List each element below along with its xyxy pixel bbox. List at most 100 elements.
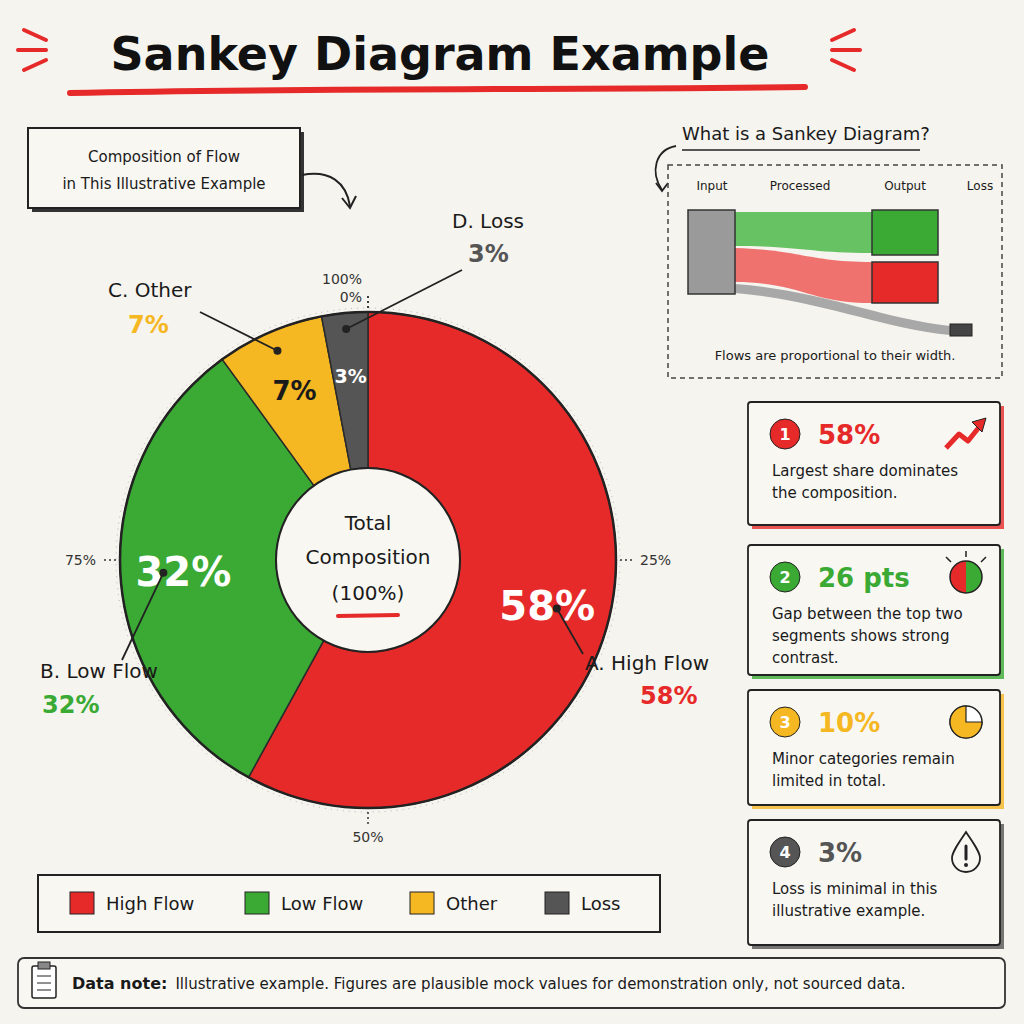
dash xyxy=(18,48,46,52)
donut: 0%25%50%75%100%58%32%7%3%TotalCompositio… xyxy=(65,271,671,845)
data-labels: 58% 32% 7% 3% xyxy=(135,365,595,630)
card-box xyxy=(748,820,1000,945)
icon-outline xyxy=(950,561,982,593)
leader xyxy=(122,573,163,660)
tick xyxy=(620,559,634,561)
tick-label: 50% xyxy=(352,829,383,845)
icon-arrowhead xyxy=(972,418,986,432)
inset-caption: Flows are proportional to their width. xyxy=(715,348,956,363)
icon-bang xyxy=(965,846,968,859)
axis-domain xyxy=(116,308,620,812)
slice-name: A. High Flow xyxy=(585,651,709,675)
inset-column: Input xyxy=(696,179,727,193)
leader-dot xyxy=(159,569,167,577)
card-badge xyxy=(770,837,800,867)
node-input xyxy=(688,210,735,294)
callout-box xyxy=(28,128,300,208)
icon-half-left xyxy=(950,561,966,593)
node-loss xyxy=(950,324,972,336)
data-label: 32% xyxy=(135,549,231,595)
slice xyxy=(249,312,616,808)
card-text: segments shows strong xyxy=(772,627,949,645)
card-icon xyxy=(950,706,982,738)
card-text: contrast. xyxy=(772,649,839,667)
card-badge xyxy=(770,419,800,449)
title: Sankey Diagram Example xyxy=(110,27,769,81)
clipboard-lines xyxy=(37,976,51,990)
dash xyxy=(24,60,46,70)
legend-swatch xyxy=(545,892,569,914)
outer-ring xyxy=(120,312,616,808)
dash xyxy=(832,48,860,52)
card-badge xyxy=(770,562,800,592)
icon-half-right xyxy=(966,561,982,593)
card-box xyxy=(748,402,1000,525)
card-value: 26 pts xyxy=(818,563,910,593)
legend-label: Loss xyxy=(581,893,620,914)
tick xyxy=(367,294,369,308)
legend-swatch xyxy=(410,892,434,914)
title-dashes xyxy=(18,30,860,70)
leader xyxy=(346,270,462,329)
data-label: 7% xyxy=(272,376,316,406)
slice-name: D. Loss xyxy=(452,209,524,233)
card-text: Loss is minimal in this xyxy=(772,880,938,898)
center-text: Total xyxy=(344,511,392,535)
slice-name: C. Other xyxy=(108,278,192,302)
card-value: 58% xyxy=(818,420,880,450)
center-text: Composition xyxy=(306,545,431,569)
title-underline xyxy=(70,87,805,93)
inset-arrowhead xyxy=(656,183,668,191)
inset-frame xyxy=(668,165,1002,378)
node-output-red xyxy=(872,262,938,303)
card-value: 3% xyxy=(818,838,862,868)
icon-bang-dot xyxy=(964,863,968,867)
center-label: Total Composition (100%) xyxy=(306,511,431,616)
card-value: 10% xyxy=(818,708,880,738)
card-box xyxy=(748,690,1000,805)
card: 310%Minor categories remainlimited in to… xyxy=(748,690,1004,809)
slice xyxy=(322,312,368,470)
dash xyxy=(24,30,46,40)
callout-text: in This Illustrative Example xyxy=(62,175,265,193)
leader xyxy=(557,608,583,654)
inset-column: Loss xyxy=(967,179,993,193)
card-number: 1 xyxy=(779,425,790,444)
tick xyxy=(367,294,369,308)
callout-arrow xyxy=(302,174,350,206)
page: Sankey Diagram Example Composition of Flo… xyxy=(0,0,1024,1024)
card-text: Gap between the top two xyxy=(772,605,963,623)
card-icon xyxy=(946,418,986,448)
slice-value: 7% xyxy=(128,311,169,339)
note-box xyxy=(18,958,1005,1008)
icon-drop xyxy=(952,832,980,872)
card-box xyxy=(748,545,1000,675)
icon-wedge xyxy=(950,706,982,738)
center-text: (100%) xyxy=(332,581,405,605)
legend-swatch xyxy=(245,892,269,914)
note-body: Illustrative example. Figures are plausi… xyxy=(175,975,905,993)
node-output-green xyxy=(872,210,938,255)
tick xyxy=(367,812,369,826)
callout: Composition of Flow in This Illustrative … xyxy=(28,128,356,212)
tick-label: 75% xyxy=(65,552,96,568)
outer-labels: A. High Flow58%B. Low Flow32%C. Other7%D… xyxy=(40,209,709,719)
card-text: limited in total. xyxy=(772,772,886,790)
clipboard-clip xyxy=(38,962,50,969)
card: 4 3% Loss is minimal in this illustrative e… xyxy=(748,820,1004,949)
card-text: Largest share dominates xyxy=(772,462,958,480)
data-label: 58% xyxy=(499,583,595,629)
card-badge xyxy=(770,707,800,737)
callout-text: Composition of Flow xyxy=(88,148,240,166)
leader-dot xyxy=(342,325,350,333)
inset-column: Processed xyxy=(770,179,831,193)
card-number: 3 xyxy=(779,713,790,732)
note-text: Data note:Illustrative example. Figures … xyxy=(72,974,905,993)
slice-value: 32% xyxy=(42,691,99,719)
leader-dot xyxy=(553,604,561,612)
flow-green xyxy=(735,212,872,253)
slice-value: 3% xyxy=(468,240,509,268)
card-number: 4 xyxy=(779,843,790,862)
data-label: 3% xyxy=(334,365,366,387)
card-text: illustrative example. xyxy=(772,902,925,920)
